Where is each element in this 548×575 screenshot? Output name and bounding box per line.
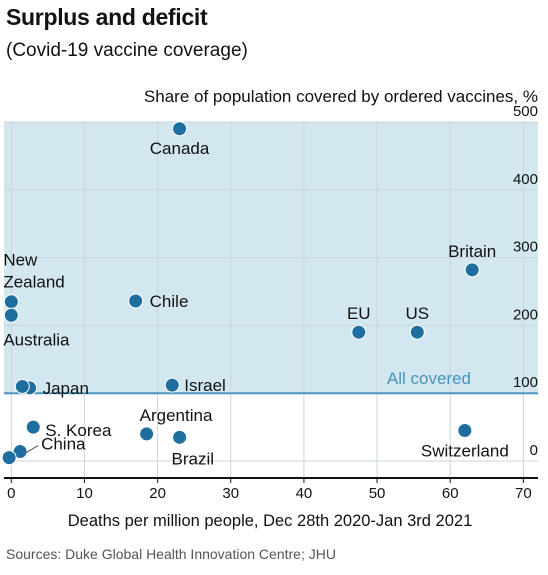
point-label: S. Korea	[45, 421, 112, 440]
chart-subtitle: (Covid-19 vaccine coverage)	[6, 40, 248, 61]
point-label: China	[41, 435, 86, 454]
x-tick-label: 50	[369, 485, 386, 502]
china-leader-line	[25, 445, 39, 453]
data-point	[164, 377, 180, 393]
data-point	[1, 450, 17, 466]
y-tick-label: 0	[530, 442, 538, 459]
point-label: Chile	[150, 292, 189, 311]
x-tick-label: 0	[7, 485, 15, 502]
x-tick-label: 60	[442, 485, 459, 502]
data-point	[25, 419, 41, 435]
x-tick-label: 30	[222, 485, 239, 502]
data-point	[172, 121, 188, 137]
source-note: Sources: Duke Global Health Innovation C…	[6, 546, 336, 562]
x-tick-label: 70	[515, 485, 532, 502]
data-point	[457, 423, 473, 439]
y-tick-label: 400	[513, 171, 538, 188]
point-label: Japan	[43, 379, 89, 398]
chart-title: Surplus and deficit	[6, 4, 208, 30]
point-label: New Zealand	[3, 251, 64, 292]
point-label: Australia	[3, 330, 70, 349]
y-tick-label: 100	[513, 374, 538, 391]
point-label: Britain	[448, 242, 496, 261]
data-point	[3, 307, 19, 323]
point-label: Israel	[184, 376, 226, 395]
point-label: EU	[347, 304, 371, 323]
y-axis-label: Share of population covered by ordered v…	[143, 87, 538, 106]
data-point	[14, 378, 30, 394]
point-label: Brazil	[172, 449, 215, 468]
x-tick-label: 20	[149, 485, 166, 502]
data-point	[139, 426, 155, 442]
point-label: Switzerland	[421, 442, 509, 461]
data-point	[351, 324, 367, 340]
data-point	[3, 294, 19, 310]
data-point	[409, 324, 425, 340]
y-tick-label: 200	[513, 306, 538, 323]
point-label: Argentina	[140, 406, 213, 425]
x-tick-label: 10	[76, 485, 93, 502]
y-tick-label: 500	[513, 103, 538, 120]
data-point	[172, 429, 188, 445]
x-axis-label: Deaths per million people, Dec 28th 2020…	[67, 512, 473, 530]
point-label: US	[405, 304, 429, 323]
y-tick-label: 300	[513, 239, 538, 256]
data-point	[128, 293, 144, 309]
data-point	[464, 262, 480, 278]
reference-line-label: All covered	[387, 369, 471, 388]
x-tick-label: 40	[296, 485, 313, 502]
point-label: Canada	[150, 139, 210, 158]
